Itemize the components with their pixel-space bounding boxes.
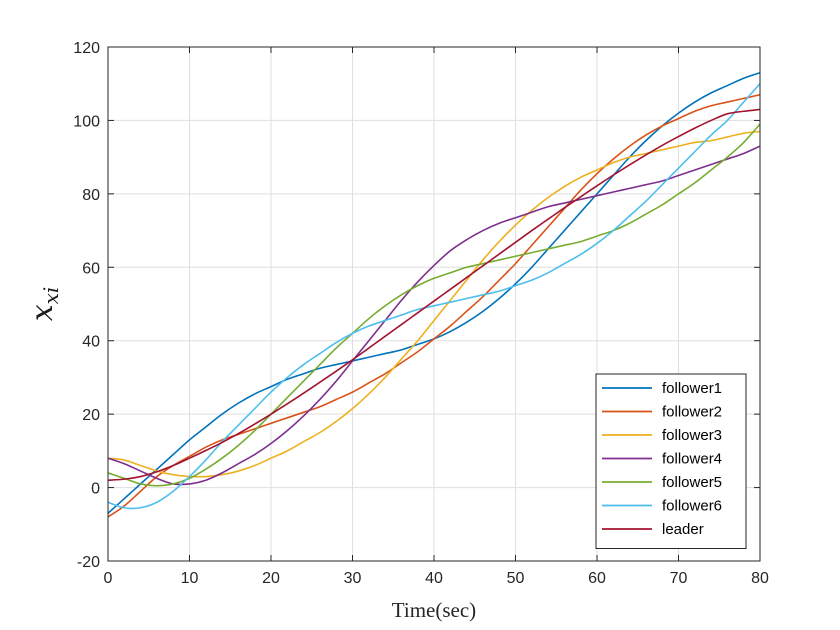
legend-entry-follower1: follower1 xyxy=(602,380,722,397)
legend-entry-follower4: follower4 xyxy=(602,451,722,468)
x-tick-label: 70 xyxy=(670,570,688,587)
x-tick-label: 10 xyxy=(181,570,199,587)
x-axis-label: Time(sec) xyxy=(392,598,476,622)
x-tick-label: 20 xyxy=(262,570,280,587)
legend-entry-follower2: follower2 xyxy=(602,404,722,421)
y-axis-label-subscript: xi xyxy=(39,287,63,305)
legend-entry-follower5: follower5 xyxy=(602,474,722,491)
y-tick-label: 120 xyxy=(73,40,100,57)
y-tick-label: 100 xyxy=(73,113,100,130)
legend-label: leader xyxy=(662,521,704,538)
x-tick-label: 40 xyxy=(425,570,443,587)
legend-entry-follower3: follower3 xyxy=(602,427,722,444)
legend: follower1 follower2 follower3 follower4 foll… xyxy=(595,373,747,549)
series-line-follower4 xyxy=(108,145,760,486)
x-tick-label: 60 xyxy=(588,570,606,587)
series-lines xyxy=(108,71,760,518)
x-tick-label: 0 xyxy=(104,570,113,587)
series-line-follower5 xyxy=(108,123,760,487)
series-line-follower6 xyxy=(108,83,760,510)
y-tick-label: 60 xyxy=(82,260,100,277)
series-line-follower2 xyxy=(108,93,760,518)
legend-label: follower1 xyxy=(662,380,722,397)
x-tick-label: 80 xyxy=(751,570,769,587)
x-tick-label: 30 xyxy=(344,570,362,587)
legend-label: follower4 xyxy=(662,451,722,468)
x-tick-label: 50 xyxy=(507,570,525,587)
series-line-leader xyxy=(108,108,760,482)
legend-label: follower3 xyxy=(662,427,722,444)
y-tick-label: -20 xyxy=(77,554,100,571)
legend-label: follower6 xyxy=(662,498,722,515)
y-axis-label: xxi xyxy=(25,287,63,322)
y-tick-label: 20 xyxy=(82,407,100,424)
svg-text:xxi: xxi xyxy=(25,287,63,322)
legend-entry-follower6: follower6 xyxy=(602,498,722,515)
y-tick-label: 40 xyxy=(82,334,100,351)
legend-entry-leader: leader xyxy=(602,521,704,538)
axis-ticks xyxy=(107,46,761,562)
y-axis-label-base: x xyxy=(25,304,60,321)
legend-label: follower5 xyxy=(662,474,722,491)
legend-box xyxy=(595,373,747,549)
legend-label: follower2 xyxy=(662,404,722,421)
y-tick-label: 80 xyxy=(82,187,100,204)
y-tick-label: 0 xyxy=(91,481,100,498)
